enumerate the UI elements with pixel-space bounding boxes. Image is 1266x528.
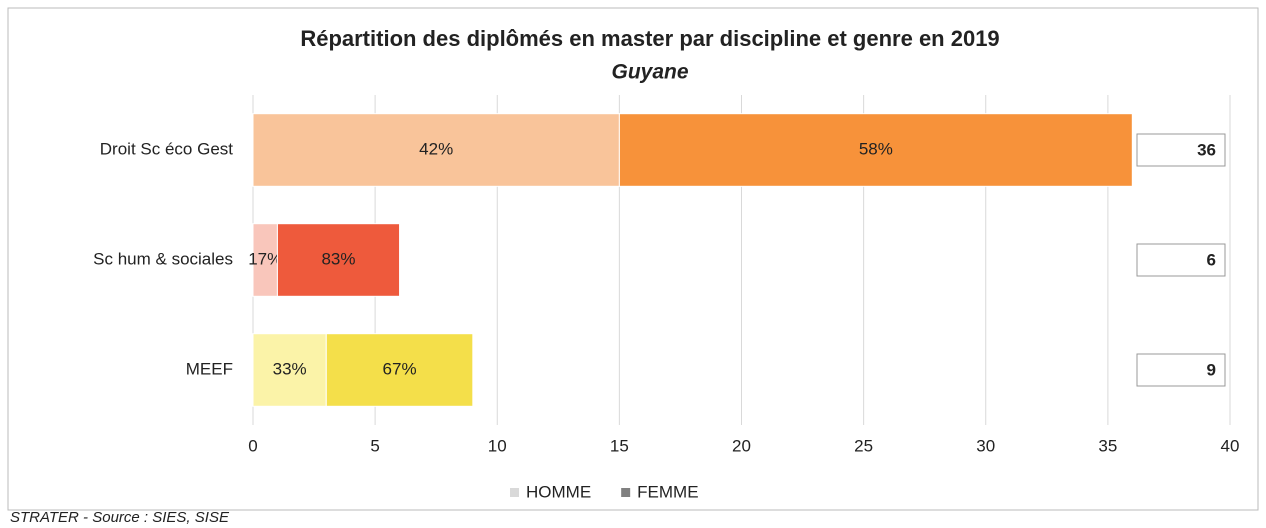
x-tick-label: 0 [248,436,257,455]
bar-segment [618,113,1133,187]
y-tick-label: MEEF [186,359,233,378]
chart-title: Répartition des diplômés en master par d… [300,26,999,51]
legend-label: FEMME [637,482,698,501]
legend-label: HOMME [526,482,591,501]
data-label: 17% [248,249,282,268]
x-tick-label: 35 [1098,436,1117,455]
legend-marker [510,488,519,497]
chart-border [7,7,1259,511]
x-tick-label: 30 [976,436,995,455]
x-tick-label: 40 [1221,436,1240,455]
bar-segment [252,223,278,297]
x-tick-label: 15 [610,436,629,455]
data-label: 33% [273,359,307,378]
bar-segment [252,113,620,187]
total-box [1136,133,1226,167]
y-tick-label: Droit Sc éco Gest [100,139,233,158]
x-tick-label: 5 [370,436,379,455]
data-label: 58% [859,139,893,158]
total-label: 36 [1197,140,1216,159]
total-label: 6 [1207,250,1216,269]
chart-subtitle: Guyane [611,61,688,84]
x-tick-label: 20 [732,436,751,455]
source: STRATER - Source : SIES, SISE [10,509,230,526]
bar-segment [276,223,401,297]
bar-segment [325,333,474,407]
bar-segment [252,333,327,407]
total-box [1136,353,1226,387]
total-box [1136,243,1226,277]
x-tick-label: 25 [854,436,873,455]
data-label: 67% [383,359,417,378]
x-tick-label: 10 [488,436,507,455]
legend-marker [621,488,631,497]
data-label: 83% [321,249,355,268]
data-label: 42% [419,139,453,158]
y-tick-label: Sc hum & sociales [93,249,233,268]
total-label: 9 [1207,360,1216,379]
